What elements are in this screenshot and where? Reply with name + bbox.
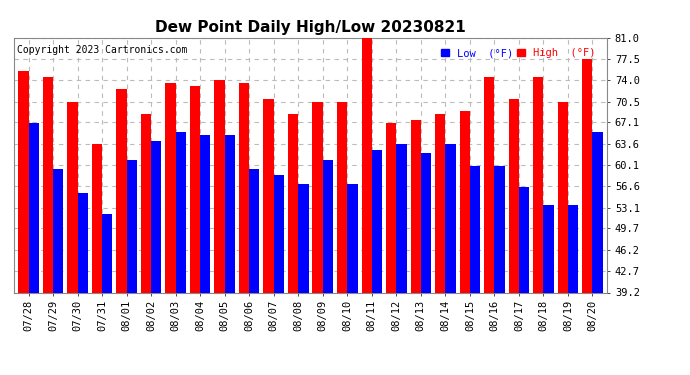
- Bar: [151, 141, 161, 292]
- Bar: [274, 175, 284, 292]
- Bar: [288, 114, 298, 292]
- Legend: Low  (°F), High  (°F): Low (°F), High (°F): [437, 45, 599, 62]
- Bar: [411, 120, 421, 292]
- Bar: [225, 135, 235, 292]
- Bar: [435, 114, 445, 292]
- Bar: [215, 80, 225, 292]
- Bar: [509, 99, 519, 292]
- Bar: [568, 205, 578, 292]
- Bar: [53, 169, 63, 292]
- Bar: [362, 38, 372, 292]
- Bar: [445, 144, 455, 292]
- Bar: [470, 166, 480, 292]
- Bar: [323, 159, 333, 292]
- Bar: [239, 83, 249, 292]
- Bar: [77, 193, 88, 292]
- Bar: [337, 102, 347, 292]
- Bar: [484, 77, 495, 292]
- Bar: [558, 102, 568, 292]
- Bar: [519, 187, 529, 292]
- Bar: [190, 86, 200, 292]
- Bar: [117, 89, 126, 292]
- Text: Copyright 2023 Cartronics.com: Copyright 2023 Cartronics.com: [17, 45, 187, 55]
- Bar: [67, 102, 77, 292]
- Bar: [347, 184, 357, 292]
- Bar: [544, 205, 554, 292]
- Bar: [126, 159, 137, 292]
- Bar: [43, 77, 53, 292]
- Bar: [18, 71, 28, 292]
- Bar: [386, 123, 396, 292]
- Title: Dew Point Daily High/Low 20230821: Dew Point Daily High/Low 20230821: [155, 20, 466, 35]
- Bar: [372, 150, 382, 292]
- Bar: [593, 132, 603, 292]
- Bar: [313, 102, 323, 292]
- Bar: [533, 77, 544, 292]
- Bar: [264, 99, 274, 292]
- Bar: [92, 144, 102, 292]
- Bar: [421, 153, 431, 292]
- Bar: [495, 166, 504, 292]
- Bar: [141, 114, 151, 292]
- Bar: [460, 111, 470, 292]
- Bar: [249, 169, 259, 292]
- Bar: [582, 59, 593, 292]
- Bar: [396, 144, 406, 292]
- Bar: [28, 123, 39, 292]
- Bar: [176, 132, 186, 292]
- Bar: [166, 83, 176, 292]
- Bar: [102, 214, 112, 292]
- Bar: [298, 184, 308, 292]
- Bar: [200, 135, 210, 292]
